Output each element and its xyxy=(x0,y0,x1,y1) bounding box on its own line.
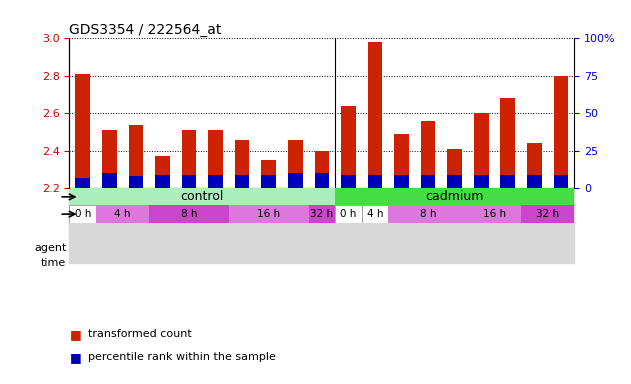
Bar xyxy=(208,175,223,188)
Bar xyxy=(155,175,170,188)
Bar xyxy=(415,188,441,263)
Bar xyxy=(229,188,256,263)
Bar xyxy=(521,205,574,223)
Bar xyxy=(203,188,229,263)
Bar xyxy=(102,130,117,188)
Bar xyxy=(309,188,335,263)
Text: 32 h: 32 h xyxy=(536,209,559,219)
Bar xyxy=(155,156,170,188)
Bar xyxy=(149,205,229,223)
Bar xyxy=(335,205,362,223)
Bar xyxy=(388,205,468,223)
Bar xyxy=(261,160,276,188)
Bar xyxy=(122,188,149,263)
Bar xyxy=(229,205,309,223)
Text: 32 h: 32 h xyxy=(310,209,333,219)
Bar xyxy=(527,175,541,188)
Bar xyxy=(69,188,335,205)
Bar xyxy=(288,139,302,188)
Bar xyxy=(553,76,569,188)
Bar xyxy=(208,130,223,188)
Bar xyxy=(75,178,90,188)
Bar xyxy=(96,188,122,263)
Bar xyxy=(309,205,335,223)
Bar xyxy=(521,188,548,263)
Bar xyxy=(261,175,276,188)
Bar xyxy=(75,74,90,188)
Bar xyxy=(335,188,574,205)
Bar xyxy=(129,124,143,188)
Bar xyxy=(182,175,196,188)
Bar xyxy=(341,106,356,188)
Bar xyxy=(288,173,302,188)
Bar xyxy=(341,175,356,188)
Bar xyxy=(335,188,362,263)
Bar xyxy=(394,175,409,188)
Bar xyxy=(102,173,117,188)
Bar xyxy=(256,188,282,263)
Text: 16 h: 16 h xyxy=(483,209,506,219)
Bar xyxy=(362,188,388,263)
Bar xyxy=(129,176,143,188)
Text: ■: ■ xyxy=(69,328,81,341)
Bar xyxy=(421,121,435,188)
Bar xyxy=(368,42,382,188)
Bar xyxy=(468,205,521,223)
Text: control: control xyxy=(180,190,224,204)
Bar xyxy=(447,149,462,188)
Text: 8 h: 8 h xyxy=(180,209,198,219)
Bar xyxy=(235,139,249,188)
Bar xyxy=(175,188,203,263)
Bar xyxy=(441,188,468,263)
Text: 0 h: 0 h xyxy=(74,209,91,219)
Text: GDS3354 / 222564_at: GDS3354 / 222564_at xyxy=(69,23,221,37)
Bar xyxy=(468,188,495,263)
Bar xyxy=(394,134,409,188)
Bar xyxy=(282,188,309,263)
Bar xyxy=(182,130,196,188)
Bar xyxy=(500,175,515,188)
Bar xyxy=(447,175,462,188)
Bar xyxy=(149,188,175,263)
Text: transformed count: transformed count xyxy=(88,329,192,339)
Text: ■: ■ xyxy=(69,351,81,364)
Text: agent: agent xyxy=(34,243,66,253)
Bar xyxy=(96,205,149,223)
Text: 8 h: 8 h xyxy=(420,209,436,219)
Bar xyxy=(69,188,96,263)
Bar xyxy=(474,113,488,188)
Bar xyxy=(362,205,388,223)
Bar xyxy=(500,98,515,188)
Bar xyxy=(388,188,415,263)
Text: 4 h: 4 h xyxy=(114,209,131,219)
Bar xyxy=(421,175,435,188)
Bar xyxy=(495,188,521,263)
Text: cadmium: cadmium xyxy=(425,190,484,204)
Bar xyxy=(527,143,541,188)
Bar xyxy=(368,175,382,188)
Text: 4 h: 4 h xyxy=(367,209,383,219)
Bar xyxy=(548,188,574,263)
Text: time: time xyxy=(41,258,66,268)
Bar xyxy=(69,205,96,223)
Text: 16 h: 16 h xyxy=(257,209,280,219)
Text: 0 h: 0 h xyxy=(340,209,357,219)
Bar xyxy=(314,173,329,188)
Text: percentile rank within the sample: percentile rank within the sample xyxy=(88,352,276,362)
Bar xyxy=(474,175,488,188)
Bar xyxy=(553,175,569,188)
Bar xyxy=(235,175,249,188)
Bar xyxy=(314,151,329,188)
